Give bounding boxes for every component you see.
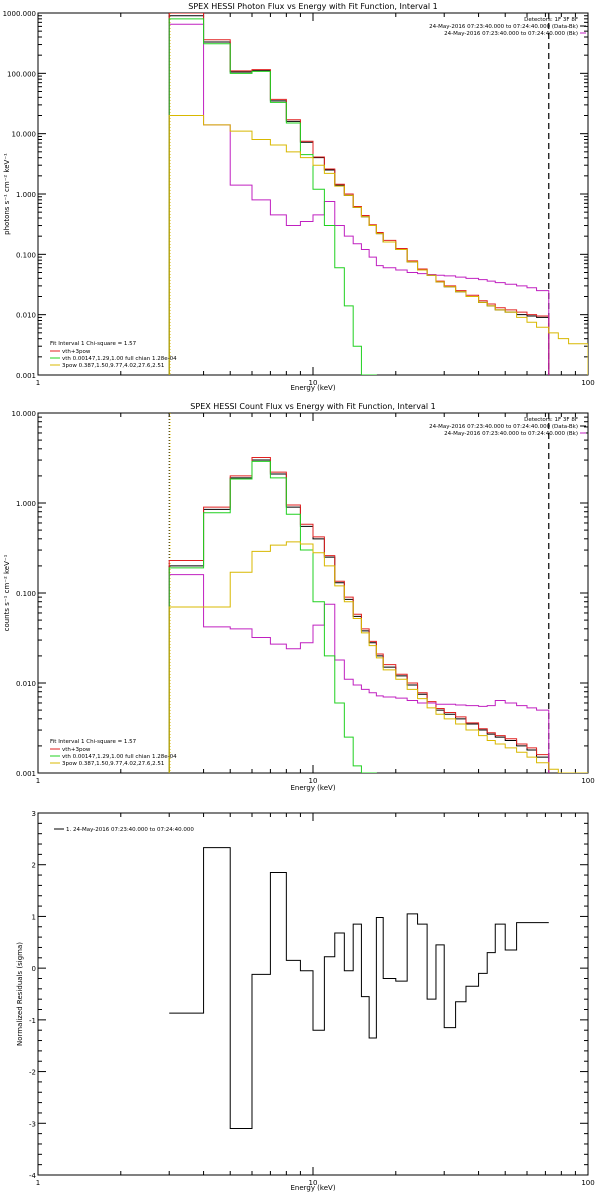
y-tick-label: 0: [32, 965, 36, 973]
y-tick-label: 3: [32, 810, 36, 818]
series-line: [168, 574, 550, 773]
legend-label: vth+3pow: [62, 349, 91, 355]
y-tick-label: 1: [32, 913, 36, 921]
x-tick-label: 1: [36, 777, 40, 785]
y-tick-label: 2: [32, 862, 36, 870]
plot-frame: [37, 12, 589, 376]
legend-label: 3pow 0.387,1.50,9.77,4.02,27.6,2.51: [62, 761, 164, 767]
chart-title: SPEX HESSI Count Flux vs Energy with Fit…: [190, 402, 435, 411]
header-text: 24-May-2016 07:23:40.000 to 07:24:40.000…: [429, 24, 578, 30]
residuals-panel: 1 10 100 -4 -3 -2 -1 0 1 2 3 Energy (keV) Normalized…: [0, 800, 600, 1200]
series-line: [168, 460, 377, 773]
legend-label: vth+3pow: [62, 747, 91, 753]
header-text: 24-May-2016 07:23:40.000 to 07:24:40.000…: [444, 31, 578, 37]
header-text: 24-May-2016 07:23:40.000 to 07:24:40.000…: [429, 424, 578, 430]
y-tick-label: -2: [29, 1069, 36, 1077]
plot-area: [168, 13, 588, 375]
y-tick-label: 1.000: [16, 191, 36, 199]
y-tick-label: 0.100: [16, 590, 36, 598]
y-tick-label: 1000.000: [3, 10, 36, 18]
header-text: Detectors: 1F 3F 8F: [524, 417, 578, 423]
legend-label: 3pow 0.387,1.50,9.77,4.02,27.6,2.51: [62, 363, 164, 369]
y-tick-label: 0.001: [16, 770, 36, 778]
count-flux-chart: SPEX HESSI Count Flux vs Energy with Fit…: [3, 402, 595, 792]
y-tick-label: 1.000: [16, 500, 36, 508]
series-line: [168, 541, 588, 773]
y-axis-label: Normalized Residuals (sigma): [16, 942, 24, 1046]
legend-title: Fit Interval 1 Chi-square = 1.57: [50, 739, 137, 745]
y-tick-label: 0.010: [16, 680, 36, 688]
header-text: Detectors: 1F 3F 8F: [524, 17, 578, 23]
x-axis-label: Energy (keV): [290, 784, 335, 792]
chart-title: SPEX HESSI Photon Flux vs Energy with Fi…: [188, 2, 438, 11]
series-line: [168, 115, 588, 375]
x-tick-label: 10: [309, 777, 318, 785]
series-line: [168, 13, 550, 375]
y-tick-label: 100.000: [7, 70, 36, 78]
y-axis-label: photons s⁻¹ cm⁻² keV⁻¹: [3, 153, 11, 235]
legend-label: vth 0.00147,1.29,1.00 full chian 1.28e-0…: [62, 356, 177, 362]
legend-label: 1. 24-May-2016 07:23:40.000 to 07:24:40.…: [66, 827, 194, 833]
residuals-chart: 1 10 100 -4 -3 -2 -1 0 1 2 3 Energy (keV) Normalized…: [16, 810, 595, 1192]
y-tick-label: -4: [29, 1172, 37, 1180]
plot-area: [169, 847, 549, 1129]
series-line: [169, 847, 549, 1129]
y-tick-label: -1: [29, 1017, 36, 1025]
x-tick-label: 10: [309, 1179, 318, 1187]
y-tick-label: 0.001: [16, 372, 36, 380]
legend-label: vth 0.00147,1.29,1.00 full chian 1.28e-0…: [62, 754, 177, 760]
y-tick-label: -3: [29, 1120, 36, 1128]
header-text: 24-May-2016 07:23:40.000 to 07:24:40.000…: [444, 431, 578, 437]
series-line: [168, 23, 550, 375]
x-tick-label: 1: [36, 379, 40, 387]
x-tick-label: 100: [581, 777, 594, 785]
x-axis-label: Energy (keV): [290, 1184, 335, 1192]
x-tick-label: 1: [36, 1179, 40, 1187]
x-axis-label: Energy (keV): [290, 384, 335, 392]
plot-area: [168, 413, 588, 773]
y-tick-label: 10.000: [12, 131, 37, 139]
series-line: [168, 18, 377, 375]
x-tick-label: 100: [581, 1179, 594, 1187]
y-tick-label: 10.000: [12, 410, 37, 418]
y-axis-label: counts s⁻¹ cm⁻² keV⁻¹: [3, 554, 11, 631]
x-tick-label: 10: [309, 379, 318, 387]
count-flux-panel: SPEX HESSI Count Flux vs Energy with Fit…: [0, 400, 600, 800]
y-tick-label: 0.100: [16, 251, 36, 259]
photon-flux-chart: SPEX HESSI Photon Flux vs Energy with Fi…: [3, 2, 595, 392]
series-line: [168, 15, 550, 375]
x-tick-label: 100: [581, 379, 594, 387]
y-tick-label: 0.010: [16, 312, 36, 320]
legend-title: Fit Interval 1 Chi-square = 1.57: [50, 341, 137, 347]
photon-flux-panel: SPEX HESSI Photon Flux vs Energy with Fi…: [0, 0, 600, 400]
